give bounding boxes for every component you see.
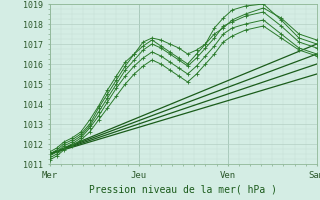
- X-axis label: Pression niveau de la mer( hPa ): Pression niveau de la mer( hPa ): [89, 184, 277, 194]
